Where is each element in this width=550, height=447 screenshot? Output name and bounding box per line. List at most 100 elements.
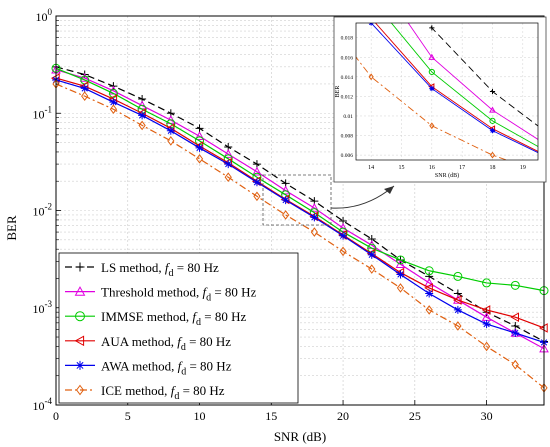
zoom-arrow-head	[384, 186, 394, 194]
series-line	[55, 79, 545, 343]
legend-value: = 80 Hz	[211, 285, 256, 300]
inset-background	[333, 16, 547, 183]
legend-value: = 80 Hz	[186, 334, 231, 349]
series-point-marker	[396, 283, 405, 293]
legend-subscript: d	[181, 342, 186, 353]
x-tick-label: 0	[53, 409, 59, 423]
series-point-marker	[166, 126, 175, 135]
legend-label: Threshold method, fd = 80 Hz	[101, 285, 257, 304]
series-point-marker	[428, 68, 435, 76]
series-point-marker	[338, 223, 348, 232]
y-tick-label: 100	[36, 7, 53, 24]
legend-series-name: Threshold method,	[101, 285, 202, 300]
legend-symbol: f	[178, 358, 184, 373]
inset-series-diamond	[356, 56, 508, 160]
inset-series-line	[374, 23, 538, 152]
series-point-marker	[79, 73, 90, 82]
legend-item: Threshold method, fd = 80 Hz	[65, 285, 257, 304]
series-point-marker	[482, 341, 491, 352]
series-point-marker	[395, 255, 405, 265]
legend-item: IMMSE method, fd = 80 Hz	[65, 309, 246, 328]
inset-series-layer	[356, 23, 538, 160]
legend-symbol: f	[171, 383, 177, 398]
series-point-marker	[80, 84, 89, 93]
x-tick-label: 25	[409, 409, 421, 423]
series-point-marker	[481, 305, 491, 315]
series-point-marker	[223, 149, 234, 158]
series-point-marker	[74, 335, 85, 347]
legend: LS method, fd = 80 Hz Threshold method, f…	[58, 252, 299, 404]
series-point-marker	[252, 160, 261, 169]
legend-item: ICE method, fd = 80 Hz	[65, 383, 225, 402]
x-tick-label: 10	[194, 409, 206, 423]
series-point-marker	[453, 271, 463, 281]
y-tick-base: 10	[33, 107, 45, 121]
legend-item: LS method, fd = 80 Hz	[65, 260, 219, 279]
inset-series-line	[428, 23, 538, 127]
series-point-marker	[429, 122, 435, 130]
inset-series-asterisk	[368, 23, 538, 154]
y-tick-exponent: -4	[45, 396, 53, 406]
legend-subscript: d	[206, 293, 211, 304]
legend-label: AWA method, fd = 80 Hz	[101, 358, 232, 377]
y-tick-label: 10-3	[33, 299, 53, 316]
series-point-marker	[195, 153, 204, 164]
series-point-marker	[195, 143, 204, 152]
inset-y-tick-label: 0.016	[341, 55, 354, 61]
series-point-marker	[253, 191, 261, 202]
x-tick-label: 30	[481, 409, 493, 423]
legend-subscript: d	[174, 391, 179, 402]
legend-item: AWA method, fd = 80 Hz	[65, 358, 232, 377]
inset-x-tick-label: 15	[399, 165, 405, 171]
series-line	[55, 83, 545, 389]
series-point-marker	[109, 98, 118, 107]
series-point-marker	[75, 262, 85, 272]
inset-y-tick-label: 0.008	[341, 134, 354, 140]
series-point-marker	[280, 185, 291, 195]
inset-y-tick-label: 0.014	[341, 75, 354, 81]
inset-y-tick-label: 0.012	[341, 94, 354, 100]
legend-symbol: f	[192, 309, 198, 324]
inset-frame	[355, 22, 539, 161]
series-point-marker	[425, 289, 434, 298]
series-point-marker	[224, 160, 233, 169]
series-point-marker	[108, 88, 118, 98]
inset-y-tick-label: 0.01	[343, 114, 353, 120]
series-point-marker	[309, 203, 320, 212]
series-point-marker	[482, 278, 492, 288]
series-point-marker	[167, 136, 175, 146]
legend-label: ICE method, fd = 80 Hz	[101, 383, 225, 402]
x-tick-label: 5	[125, 409, 131, 423]
zoom-region-box	[262, 174, 332, 226]
series-line	[55, 66, 545, 343]
series-point-marker	[429, 85, 435, 92]
series-point-marker	[81, 91, 89, 101]
series-point-marker	[194, 131, 205, 140]
series-point-marker	[510, 312, 519, 323]
inset-x-axis-label: SNR (dB)	[435, 172, 459, 179]
legend-symbol: f	[177, 334, 183, 349]
y-tick-exponent: 0	[48, 7, 53, 17]
series-point-marker	[429, 25, 435, 31]
series-point-marker	[339, 231, 348, 240]
series-point-marker	[428, 53, 436, 60]
inset-x-tick-label: 16	[429, 165, 435, 171]
series-point-marker	[511, 359, 519, 370]
legend-subscript: d	[196, 317, 201, 328]
series-point-marker	[76, 384, 84, 396]
series-point-marker	[310, 213, 319, 222]
series-point-marker	[510, 280, 520, 290]
series-point-marker	[310, 227, 318, 237]
y-tick-base: 10	[33, 399, 45, 413]
series-point-marker	[367, 250, 376, 259]
inset-series-line	[370, 23, 538, 154]
y-tick-label: 10-4	[33, 396, 53, 413]
series-point-marker	[368, 73, 374, 81]
legend-value: = 80 Hz	[174, 260, 219, 275]
inset-x-tick-label: 17	[459, 165, 465, 171]
legend-box	[58, 252, 299, 404]
inset-series-plus	[428, 23, 538, 127]
series-point-marker	[489, 106, 496, 113]
series-point-marker	[282, 210, 290, 220]
